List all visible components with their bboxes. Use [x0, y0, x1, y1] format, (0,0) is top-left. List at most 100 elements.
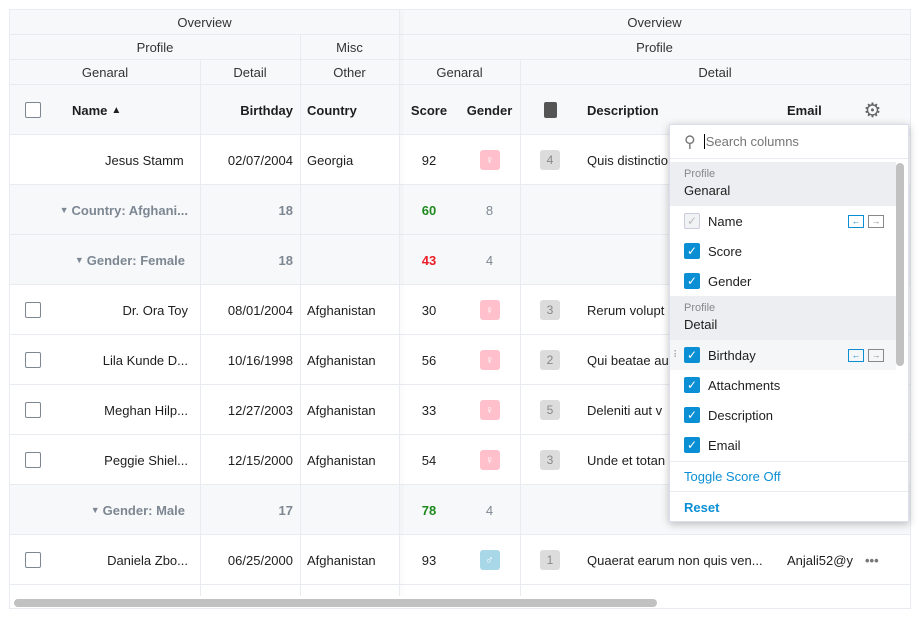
toggle-score-button[interactable]: Toggle Score Off [670, 461, 908, 492]
attachment-count: 3 [540, 300, 560, 320]
gender-cell: ♀ [459, 335, 520, 385]
row-checkbox[interactable] [18, 335, 48, 385]
drag-handle-icon[interactable]: ⠇ [673, 349, 681, 361]
group-header-detail: Detail [200, 60, 300, 85]
search-columns-field[interactable]: ⚲ [670, 125, 908, 159]
name-cell: Lila Kunde D... [102, 352, 188, 368]
column-toggle-attachments[interactable]: ✓ Attachments [670, 370, 896, 400]
score-cell: 93 [421, 552, 437, 568]
group-header-overview: Overview [10, 10, 399, 35]
checkbox-checked[interactable]: ✓ [684, 273, 700, 289]
birthday-cell: 12/27/2003 [227, 402, 293, 418]
name-cell: Daniela Zbo... [107, 552, 188, 568]
column-header-gender[interactable]: Gender [466, 102, 513, 118]
search-columns-input[interactable] [703, 134, 884, 149]
group-score-aggregate: 60 [421, 202, 437, 218]
gender-cell: ♀ [459, 435, 520, 485]
checkbox-checked[interactable]: ✓ [684, 407, 700, 423]
group-header-other: Other [300, 60, 399, 85]
sort-ascending-icon: ▲ [111, 104, 122, 116]
group-parent-label: Profile [684, 302, 716, 314]
birthday-cell: 12/15/2000 [227, 452, 293, 468]
column-header-email[interactable]: Email [787, 102, 822, 118]
gear-icon[interactable]: ⚙ [863, 99, 882, 122]
checkbox-checked[interactable]: ✓ [684, 243, 700, 259]
table-row[interactable]: Dr. Ora Toy 08/01/2004 Afghanistan 30 ♀ 3 Reru… [10, 285, 910, 335]
name-label: Name [72, 102, 108, 118]
column-toggle-birthday[interactable]: ⠇ ✓ Birthday ← → [670, 340, 896, 370]
checkbox-checked[interactable]: ✓ [684, 213, 700, 229]
reset-button[interactable]: Reset [684, 499, 720, 515]
birthday-cell: 02/07/2004 [227, 152, 293, 168]
checkbox[interactable] [25, 552, 41, 568]
group-label: Gender: Female [86, 252, 185, 268]
column-header-name[interactable]: Name ▲ [65, 85, 128, 135]
country-cell: Afghanistan [307, 402, 376, 418]
pin-buttons: ← → [848, 348, 884, 362]
select-all-checkbox[interactable] [18, 85, 48, 135]
country-cell: Georgia [307, 152, 354, 168]
pin-right-icon[interactable]: → [868, 214, 884, 228]
column-toggle-score[interactable]: ✓ Score [670, 236, 896, 266]
table-row[interactable]: Jesus Stamm 02/07/2004 Georgia 92 ♀ 4 Quis dis… [10, 135, 910, 185]
pin-left-icon[interactable]: ← [848, 348, 864, 362]
checkbox-checked[interactable]: ✓ [684, 377, 700, 393]
table-row[interactable]: Peggie Shiel... 12/15/2000 Afghanistan 54 ♀ 3… [10, 435, 910, 485]
group-gender-count: 4 [485, 252, 494, 268]
popup-scrollbar[interactable] [896, 163, 904, 366]
scrollbar-thumb[interactable] [14, 599, 657, 607]
group-gender-count: 4 [485, 502, 494, 518]
checkbox[interactable] [25, 302, 41, 318]
more-actions-icon[interactable]: ••• [865, 552, 879, 568]
female-icon: ♀ [479, 400, 500, 420]
group-label: Country: Afghani... [71, 202, 188, 218]
horizontal-scrollbar[interactable] [10, 596, 896, 608]
row-checkbox[interactable] [18, 285, 48, 335]
column-header-score[interactable]: Score [410, 102, 448, 118]
checkbox[interactable] [25, 352, 41, 368]
group-header-general: Genaral [10, 60, 200, 85]
caret-down-icon: ▼ [59, 205, 69, 215]
column-header-country[interactable]: Country [307, 102, 357, 118]
table-row[interactable]: Meghan Hilp... 12/27/2003 Afghanistan 33 ♀ 5 D… [10, 385, 910, 435]
column-toggle-email[interactable]: ✓ Email [670, 430, 896, 460]
gender-cell: ♀ [459, 385, 520, 435]
row-checkbox[interactable] [18, 435, 48, 485]
checkbox-checked[interactable]: ✓ [684, 437, 700, 453]
group-toggle[interactable]: ▼ Gender: Female [10, 235, 200, 285]
column-toggle-gender[interactable]: ✓ Gender [670, 266, 896, 296]
checkbox[interactable] [25, 402, 41, 418]
group-gender-count: 8 [485, 202, 494, 218]
pin-left-icon[interactable]: ← [848, 214, 864, 228]
column-toggle-description[interactable]: ✓ Description [670, 400, 896, 430]
group-birthday-aggregate: 18 [278, 252, 293, 268]
attachments-cell: 2 [520, 335, 580, 385]
female-icon: ♀ [479, 150, 500, 170]
group-label: Gender: Male [102, 502, 185, 518]
group-toggle[interactable]: ▼ Country: Afghani... [10, 185, 200, 235]
column-header-description[interactable]: Description [587, 102, 659, 118]
pin-right-icon[interactable]: → [868, 348, 884, 362]
attachment-count: 3 [540, 450, 560, 470]
attachment-icon[interactable] [520, 85, 580, 135]
column-label: Attachments [708, 377, 781, 393]
column-toggle-name[interactable]: ✓ Name ← → [670, 206, 896, 236]
group-header-profile: Profile [10, 35, 300, 60]
table-row[interactable]: Daniela Zbo... 06/25/2000 Afghanistan 93 ♂ 1 Q… [10, 535, 910, 585]
score-cell: 56 [421, 352, 437, 368]
description-cell: Rerum volupt [587, 302, 665, 318]
attachments-cell: 3 [520, 285, 580, 335]
table-row[interactable]: Lila Kunde D... 10/16/1998 Afghanistan 56 ♀ 2… [10, 335, 910, 385]
gender-cell: ♂ [459, 535, 520, 585]
checkbox-checked[interactable]: ✓ [684, 347, 700, 363]
checkbox[interactable] [25, 452, 41, 468]
row-checkbox[interactable] [18, 535, 48, 585]
column-group-header: Profile Genaral [670, 162, 896, 206]
data-grid: Overview Overview Profile Misc Profile G… [9, 9, 911, 609]
female-icon: ♀ [479, 300, 500, 320]
group-toggle[interactable]: ▼ Gender: Male [10, 485, 200, 535]
gender-cell: ♀ [459, 285, 520, 335]
column-header-birthday[interactable]: Birthday [240, 102, 293, 118]
row-checkbox[interactable] [18, 385, 48, 435]
column-label: Email [708, 437, 741, 453]
